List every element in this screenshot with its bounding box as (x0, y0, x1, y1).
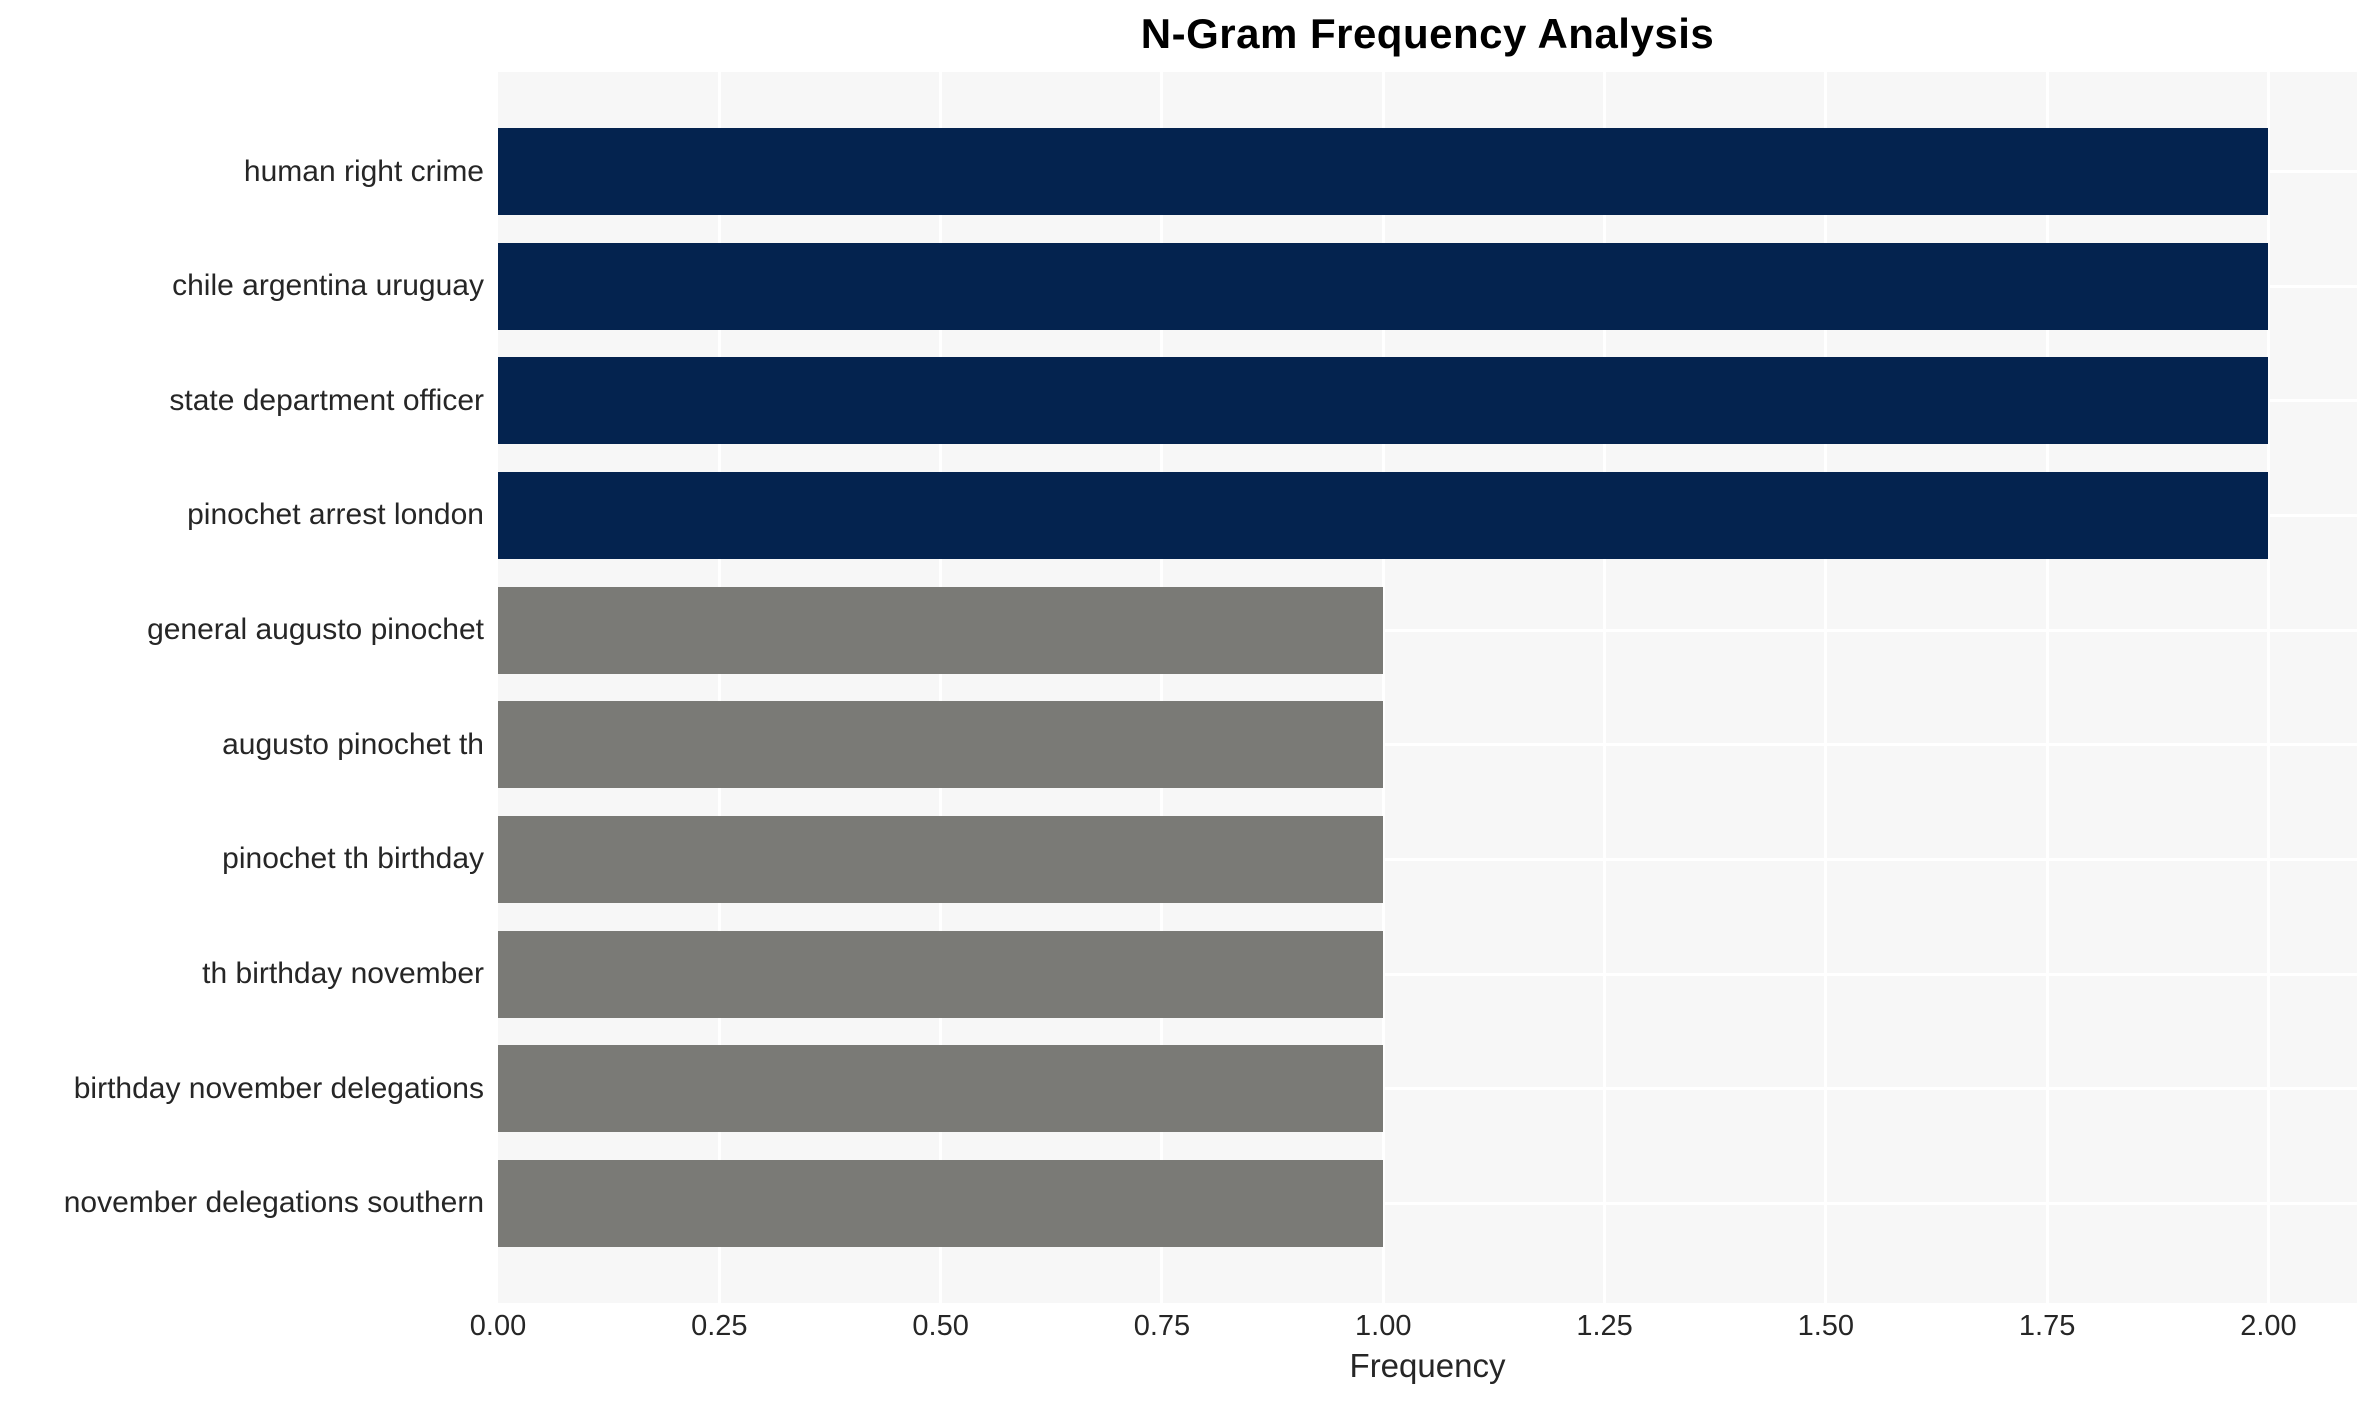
plot-area (498, 72, 2357, 1303)
bar (498, 242, 2269, 330)
x-tick-label: 1.50 (1797, 1310, 1855, 1342)
x-tick-label: 0.75 (1133, 1310, 1191, 1342)
bar (498, 586, 1384, 674)
x-tick-label: 0.00 (469, 1310, 527, 1342)
x-tick-label: 1.75 (2018, 1310, 2076, 1342)
y-gridline (498, 972, 2357, 976)
x-tick-label: 1.25 (1576, 1310, 1633, 1342)
y-gridline (498, 628, 2357, 632)
y-tick-label: november delegations southern (63, 1186, 484, 1220)
x-gridline (1824, 72, 1828, 1303)
y-tick-label: birthday november delegations (73, 1071, 484, 1105)
y-tick-label: state department officer (169, 383, 484, 417)
y-tick-label: human right crime (243, 154, 484, 188)
x-gridline (2266, 72, 2270, 1303)
x-tick-label: 0.25 (691, 1310, 748, 1342)
x-tick-label: 2.00 (2240, 1310, 2297, 1342)
bar (498, 128, 2269, 215)
x-gridline (1160, 72, 1164, 1303)
y-tick-label: pinochet th birthday (222, 842, 484, 876)
x-gridline (939, 72, 943, 1303)
x-tick-label: 1.00 (1355, 1310, 1412, 1342)
y-tick-label: pinochet arrest london (187, 498, 484, 532)
y-tick-label: th birthday november (202, 957, 484, 991)
y-tick-label: chile argentina uruguay (172, 269, 484, 303)
x-gridline (1603, 72, 1607, 1303)
x-axis-title: Frequency (1349, 1347, 1506, 1384)
y-gridline (498, 1087, 2357, 1091)
bar (498, 930, 1384, 1018)
chart-title: N-Gram Frequency Analysis (1140, 10, 1715, 57)
x-gridline (2045, 72, 2049, 1303)
y-gridline (498, 1201, 2357, 1205)
y-gridline (498, 743, 2357, 747)
x-gridline (1381, 72, 1385, 1303)
bar (498, 701, 1384, 789)
bar (498, 1045, 1384, 1133)
y-tick-label: general augusto pinochet (147, 613, 484, 647)
y-tick-label: augusto pinochet th (222, 727, 484, 761)
bar (498, 815, 1384, 903)
bar (498, 1159, 1384, 1247)
bar (498, 357, 2269, 445)
x-gridline (717, 72, 721, 1303)
y-gridline (498, 857, 2357, 861)
bar (498, 471, 2269, 559)
x-tick-label: 0.50 (912, 1310, 969, 1342)
